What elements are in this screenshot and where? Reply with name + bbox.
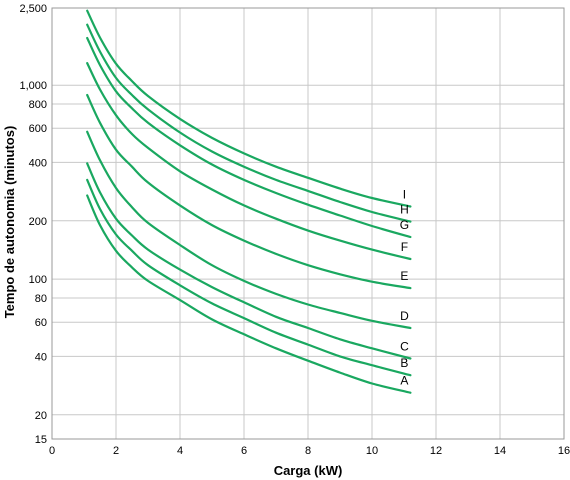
y-tick-label: 600 — [29, 123, 47, 135]
y-tick-label: 800 — [29, 99, 47, 111]
y-tick-labels: 15 20 40 60 80 100 200 400 600 800 1,000 2,500 — [19, 3, 47, 446]
y-tick-label: 200 — [29, 216, 47, 228]
series-line-i — [86, 9, 412, 208]
series-label-i: I — [403, 187, 406, 201]
grid-lines — [51, 7, 565, 440]
x-tick-label: 4 — [177, 445, 183, 457]
y-tick-label: 1,000 — [19, 80, 47, 92]
series-line-d — [86, 130, 412, 330]
plot-frame — [51, 7, 565, 440]
x-tick-label: 14 — [494, 445, 506, 457]
y-tick-label: 20 — [35, 410, 47, 422]
series-line-g — [86, 36, 412, 239]
series-line-b — [86, 178, 412, 377]
series-line-e — [86, 93, 412, 290]
x-tick-label: 10 — [366, 445, 378, 457]
x-tick-label: 16 — [558, 445, 570, 457]
y-tick-label: 15 — [35, 434, 47, 446]
series-line-c — [86, 162, 412, 360]
y-tick-label: 400 — [29, 157, 47, 169]
x-tick-label: 12 — [430, 445, 442, 457]
series-line-h — [86, 23, 412, 223]
y-tick-label: 2,500 — [19, 3, 47, 15]
series-lines — [86, 9, 412, 394]
y-tick-label: 100 — [29, 274, 47, 286]
y-tick-label: 40 — [35, 351, 47, 363]
series-label-e: E — [400, 269, 408, 283]
series-label-b: B — [400, 356, 408, 370]
series-label-a: A — [400, 374, 408, 388]
x-tick-label: 6 — [241, 445, 247, 457]
series-label-f: F — [401, 240, 408, 254]
series-label-d: D — [400, 309, 409, 323]
series-label-g: G — [400, 218, 409, 232]
x-axis-title: Carga (kW) — [274, 463, 343, 478]
x-tick-label: 2 — [113, 445, 119, 457]
x-tick-label: 0 — [49, 445, 55, 457]
series-line-a — [86, 194, 412, 394]
series-label-c: C — [400, 340, 409, 354]
y-tick-label: 80 — [35, 293, 47, 305]
series-label-h: H — [400, 203, 409, 217]
x-tick-labels: 0 2 4 6 8 10 12 14 16 — [49, 445, 570, 457]
y-axis-title: Tempo de autonomia (minutos) — [2, 126, 17, 319]
series-line-f — [86, 62, 412, 261]
y-tick-label: 60 — [35, 317, 47, 329]
x-tick-label: 8 — [305, 445, 311, 457]
